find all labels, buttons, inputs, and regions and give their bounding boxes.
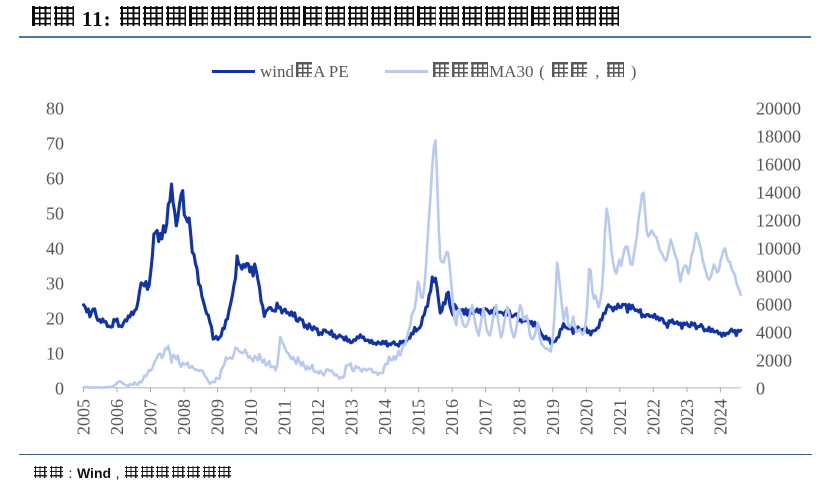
svg-text:2012: 2012 xyxy=(308,399,328,435)
svg-text:2013: 2013 xyxy=(342,399,362,435)
svg-text:2021: 2021 xyxy=(610,399,630,435)
svg-text:2016: 2016 xyxy=(442,399,462,435)
svg-text:8000: 8000 xyxy=(756,267,792,287)
svg-text:2018: 2018 xyxy=(509,399,529,435)
svg-text:2000: 2000 xyxy=(756,351,792,371)
svg-text:0: 0 xyxy=(55,379,64,399)
svg-text:60: 60 xyxy=(46,169,64,189)
svg-text:20: 20 xyxy=(46,309,64,329)
svg-text:2008: 2008 xyxy=(174,399,194,435)
svg-text:16000: 16000 xyxy=(756,155,801,175)
svg-text:10: 10 xyxy=(46,344,64,364)
svg-text:2019: 2019 xyxy=(543,399,563,435)
svg-text:6000: 6000 xyxy=(756,295,792,315)
svg-text:0: 0 xyxy=(756,379,765,399)
svg-text:50: 50 xyxy=(46,204,64,224)
svg-text:2020: 2020 xyxy=(576,399,596,435)
svg-text:12000: 12000 xyxy=(756,211,801,231)
svg-text:40: 40 xyxy=(46,239,64,259)
svg-text:2011: 2011 xyxy=(275,400,295,435)
svg-text:18000: 18000 xyxy=(756,127,801,147)
svg-text:2005: 2005 xyxy=(74,399,94,435)
svg-text:10000: 10000 xyxy=(756,239,801,259)
svg-text:2009: 2009 xyxy=(208,399,228,435)
svg-text:2023: 2023 xyxy=(677,399,697,435)
svg-text:80: 80 xyxy=(46,99,64,119)
svg-text:2006: 2006 xyxy=(107,399,127,435)
svg-text:20000: 20000 xyxy=(756,99,801,119)
svg-text:2017: 2017 xyxy=(476,399,496,435)
svg-text:2015: 2015 xyxy=(409,399,429,435)
svg-text:2022: 2022 xyxy=(643,399,663,435)
svg-text:2007: 2007 xyxy=(141,399,161,435)
svg-text:70: 70 xyxy=(46,134,64,154)
svg-text:14000: 14000 xyxy=(756,183,801,203)
svg-text:2014: 2014 xyxy=(375,399,395,435)
svg-text:2024: 2024 xyxy=(710,399,730,435)
svg-text:4000: 4000 xyxy=(756,323,792,343)
svg-text:2010: 2010 xyxy=(241,399,261,435)
svg-text:30: 30 xyxy=(46,274,64,294)
